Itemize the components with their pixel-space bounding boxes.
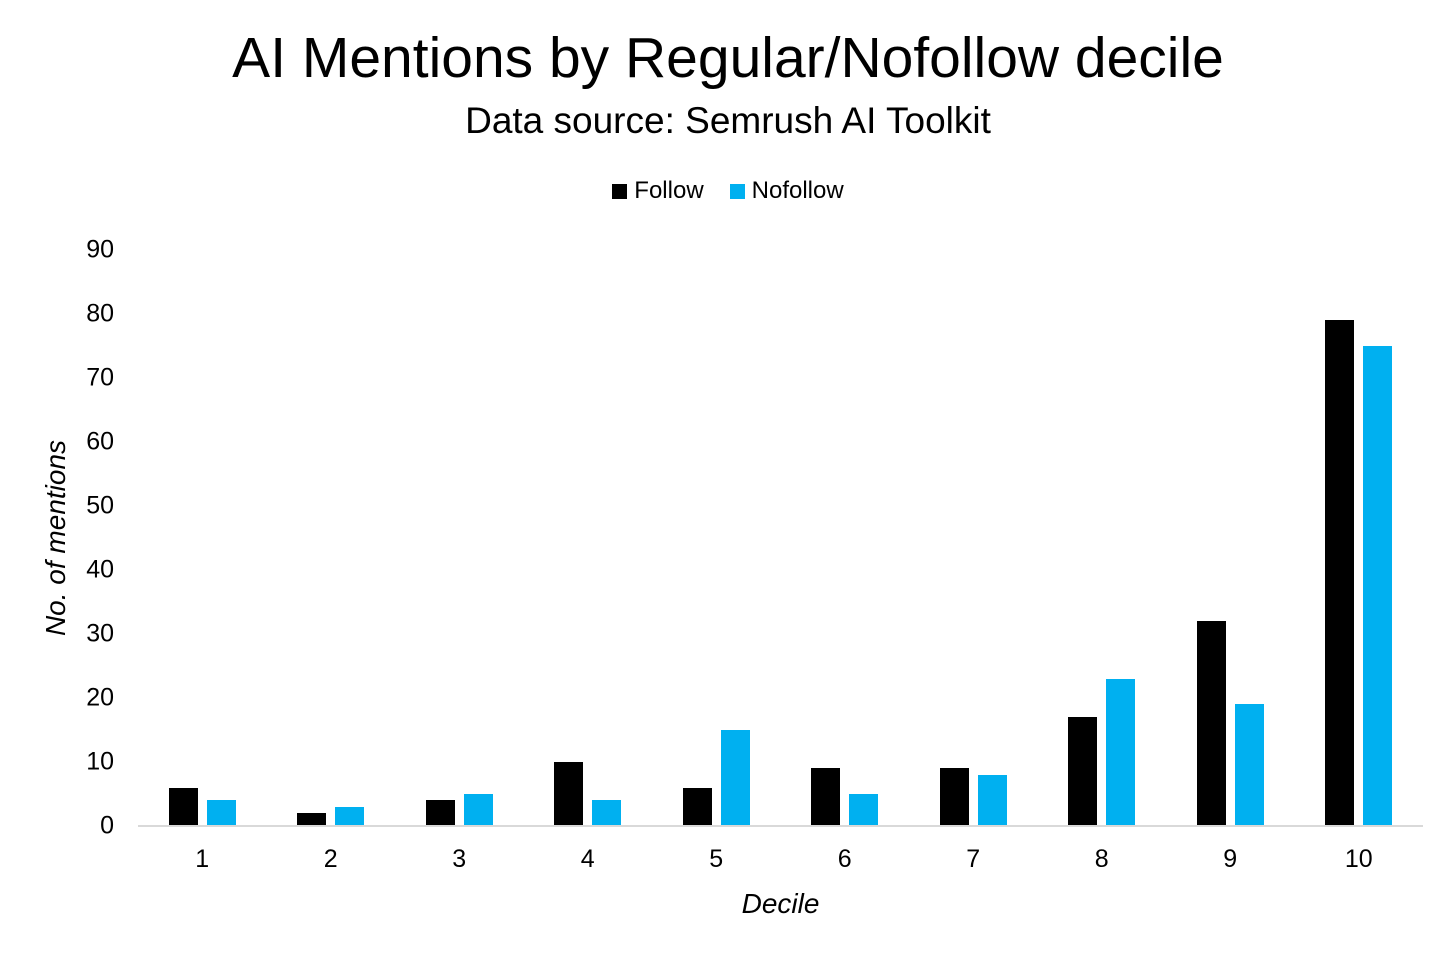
y-tick-label-40: 40 [86,555,114,584]
legend: Follow Nofollow [0,176,1456,206]
x-tick-label-3: 3 [452,845,467,873]
bar-group-decile-3 [395,250,524,826]
y-tick-label-80: 80 [86,299,114,328]
y-tick-label-50: 50 [86,491,114,520]
x-tick-label-5: 5 [709,845,724,873]
legend-label: Nofollow [751,177,844,204]
x-axis-title: Decile [741,888,820,919]
y-tick-label-0: 0 [100,811,114,840]
bar-nofollow-decile-10 [1363,346,1393,826]
x-tick-label-7: 7 [966,845,981,873]
x-tick-label-10: 10 [1344,845,1373,873]
y-tick-label-90: 90 [86,235,114,264]
bar-group-decile-10 [1295,250,1424,826]
x-tick-label-2: 2 [323,845,338,873]
bar-follow-decile-4 [554,762,584,826]
y-axis-tick-labels: 0 10 20 30 40 50 60 70 80 90 [0,237,114,838]
x-tick-label-8: 8 [1094,845,1109,873]
x-axis-tick-labels: 1 2 3 4 5 6 7 8 9 10 [138,845,1423,874]
x-tick-label-9: 9 [1223,845,1238,873]
chart-subtitle: Data source: Semrush AI Toolkit [465,100,991,141]
bar-group-decile-6 [781,250,910,826]
bar-follow-decile-7 [939,768,969,826]
bar-group-decile-4 [524,250,653,826]
bar-follow-decile-3 [425,800,455,826]
x-tick-label-4: 4 [580,845,595,873]
bar-group-decile-1 [138,250,267,826]
bar-group-decile-9 [1166,250,1295,826]
bar-group-decile-7 [909,250,1038,826]
bar-follow-decile-2 [297,813,327,826]
legend-item-follow: Follow [612,177,704,205]
bar-nofollow-decile-2 [335,806,365,826]
y-tick-label-10: 10 [86,747,114,776]
plot-area [138,250,1423,826]
bar-nofollow-decile-6 [849,794,879,826]
bar-nofollow-decile-3 [463,794,493,826]
bar-follow-decile-9 [1196,621,1226,826]
y-tick-label-60: 60 [86,427,114,456]
legend-swatch-follow [612,183,628,199]
bar-nofollow-decile-8 [1106,678,1136,826]
bar-follow-decile-6 [811,768,841,826]
bar-group-decile-5 [652,250,781,826]
bar-follow-decile-1 [168,787,198,826]
bar-nofollow-decile-9 [1234,704,1264,826]
bar-follow-decile-8 [1068,717,1098,826]
bar-group-decile-2 [267,250,396,826]
legend-item-nofollow: Nofollow [729,177,844,205]
bar-follow-decile-10 [1325,320,1355,826]
y-tick-label-30: 30 [86,619,114,648]
x-tick-label-1: 1 [195,845,210,873]
legend-label: Follow [634,177,704,204]
bar-group-decile-8 [1038,250,1167,826]
legend-swatch-nofollow [729,183,745,199]
bar-nofollow-decile-4 [592,800,622,826]
bar-follow-decile-5 [682,787,712,826]
chart-title: AI Mentions by Regular/Nofollow decile [232,26,1224,90]
x-tick-label-6: 6 [837,845,852,873]
y-tick-label-20: 20 [86,683,114,712]
bar-nofollow-decile-7 [977,774,1007,826]
y-tick-label-70: 70 [86,363,114,392]
x-axis-line [138,825,1423,827]
bar-nofollow-decile-5 [720,730,750,826]
bar-nofollow-decile-1 [206,800,236,826]
